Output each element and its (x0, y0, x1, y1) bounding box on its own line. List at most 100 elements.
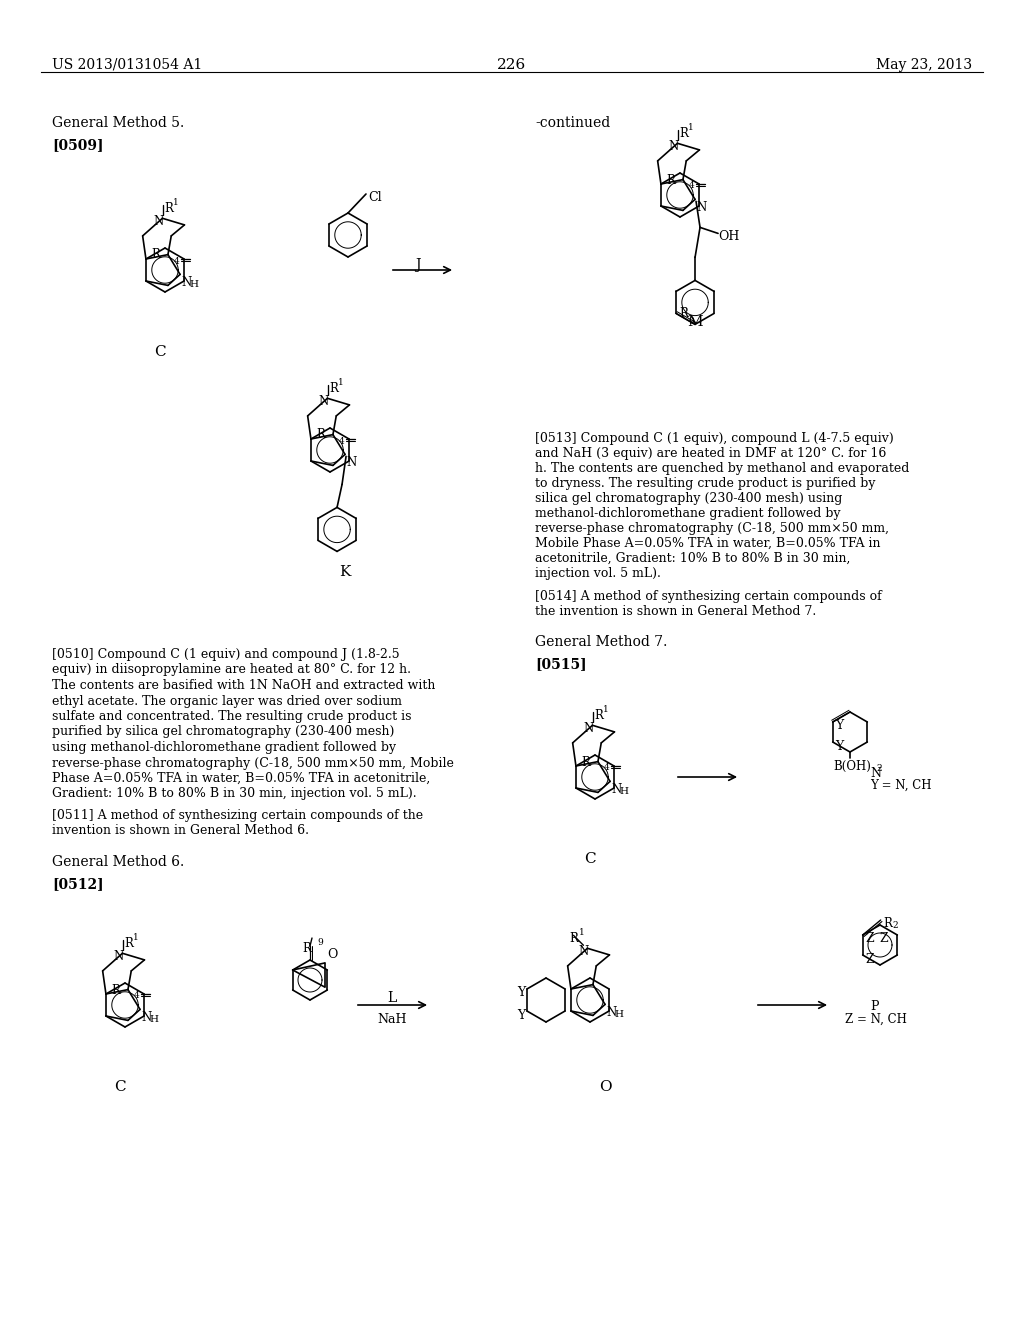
Text: N: N (584, 722, 594, 735)
Text: Y: Y (835, 719, 843, 733)
Text: 4: 4 (689, 181, 695, 190)
Text: reverse-phase chromatography (C-18, 500 mm×50 mm, Mobile: reverse-phase chromatography (C-18, 500 … (52, 756, 454, 770)
Text: J: J (416, 257, 421, 272)
Text: Z = N, CH: Z = N, CH (845, 1012, 907, 1026)
Text: the invention is shown in General Method 7.: the invention is shown in General Method… (535, 605, 816, 618)
Text: 1: 1 (580, 928, 585, 937)
Text: Z: Z (880, 932, 888, 945)
Text: H: H (614, 1010, 623, 1019)
Text: General Method 7.: General Method 7. (535, 635, 668, 649)
Text: US 2013/0131054 A1: US 2013/0131054 A1 (52, 58, 203, 73)
Text: Gradient: 10% B to 80% B in 30 min, injection vol. 5 mL).: Gradient: 10% B to 80% B in 30 min, inje… (52, 788, 417, 800)
Text: 2: 2 (876, 764, 882, 774)
Text: K: K (339, 565, 350, 579)
Text: 2: 2 (893, 921, 898, 931)
Text: 4: 4 (604, 763, 610, 772)
Text: N: N (579, 945, 589, 958)
Text: N: N (141, 1011, 152, 1024)
Text: [0510] Compound C (1 equiv) and compound J (1.8-2.5: [0510] Compound C (1 equiv) and compound… (52, 648, 399, 661)
Text: R: R (582, 755, 590, 768)
Text: R: R (680, 127, 688, 140)
Text: ethyl acetate. The organic layer was dried over sodium: ethyl acetate. The organic layer was dri… (52, 694, 402, 708)
Text: L: L (387, 991, 396, 1005)
Text: 4: 4 (134, 991, 140, 1001)
Text: methanol-dichloromethane gradient followed by: methanol-dichloromethane gradient follow… (535, 507, 841, 520)
Text: 1: 1 (133, 933, 139, 942)
Text: N: N (611, 783, 622, 796)
Text: Y: Y (517, 1008, 525, 1022)
Text: General Method 5.: General Method 5. (52, 116, 184, 129)
Text: 226: 226 (498, 58, 526, 73)
Text: sulfate and concentrated. The resulting crude product is: sulfate and concentrated. The resulting … (52, 710, 412, 723)
Text: invention is shown in General Method 6.: invention is shown in General Method 6. (52, 825, 309, 837)
Text: using methanol-dichloromethane gradient followed by: using methanol-dichloromethane gradient … (52, 741, 396, 754)
Text: R: R (679, 306, 688, 319)
Text: General Method 6.: General Method 6. (52, 855, 184, 869)
Text: Mobile Phase A=0.05% TFA in water, B=0.05% TFA in: Mobile Phase A=0.05% TFA in water, B=0.0… (535, 537, 881, 550)
Text: NaH: NaH (377, 1012, 407, 1026)
Text: C: C (115, 1080, 126, 1094)
Text: R: R (316, 429, 325, 441)
Text: 9: 9 (688, 317, 693, 326)
Text: N: N (318, 395, 329, 408)
Text: H: H (620, 788, 628, 796)
Text: injection vol. 5 mL).: injection vol. 5 mL). (535, 568, 660, 579)
Text: 1: 1 (173, 198, 179, 207)
Text: The contents are basified with 1N NaOH and extracted with: The contents are basified with 1N NaOH a… (52, 678, 435, 692)
Text: R: R (330, 383, 338, 395)
Text: acetonitrile, Gradient: 10% B to 80% B in 30 min,: acetonitrile, Gradient: 10% B to 80% B i… (535, 552, 850, 565)
Text: Phase A=0.05% TFA in water, B=0.05% TFA in acetonitrile,: Phase A=0.05% TFA in water, B=0.05% TFA … (52, 772, 430, 785)
Text: Z: Z (865, 932, 874, 945)
Text: N: N (154, 215, 164, 228)
Text: H: H (150, 1015, 158, 1024)
Text: O: O (328, 948, 338, 961)
Text: 4: 4 (339, 437, 345, 446)
Text: N: N (696, 202, 707, 214)
Text: C: C (155, 345, 166, 359)
Text: purified by silica gel chromatography (230-400 mesh): purified by silica gel chromatography (2… (52, 726, 394, 738)
Text: N: N (870, 767, 881, 780)
Text: OH: OH (718, 231, 739, 243)
Text: R: R (667, 173, 675, 186)
Text: Z: Z (865, 953, 874, 966)
Text: [0515]: [0515] (535, 657, 587, 671)
Text: R: R (884, 917, 893, 931)
Text: 1: 1 (339, 379, 344, 387)
Text: R: R (302, 942, 311, 954)
Text: silica gel chromatography (230-400 mesh) using: silica gel chromatography (230-400 mesh)… (535, 492, 843, 506)
Text: P: P (870, 1001, 879, 1012)
Text: [0511] A method of synthesizing certain compounds of the: [0511] A method of synthesizing certain … (52, 809, 423, 822)
Text: [0509]: [0509] (52, 139, 103, 152)
Text: to dryness. The resulting crude product is purified by: to dryness. The resulting crude product … (535, 477, 876, 490)
Text: Y: Y (835, 741, 843, 752)
Text: N: N (181, 276, 191, 289)
Text: [0512]: [0512] (52, 876, 103, 891)
Text: 1: 1 (688, 123, 694, 132)
Text: N: N (606, 1006, 616, 1019)
Text: C: C (584, 851, 596, 866)
Text: equiv) in diisopropylamine are heated at 80° C. for 12 h.: equiv) in diisopropylamine are heated at… (52, 664, 411, 676)
Text: -continued: -continued (535, 116, 610, 129)
Text: M: M (687, 315, 702, 329)
Text: Y: Y (517, 986, 525, 999)
Text: Y = N, CH: Y = N, CH (870, 779, 932, 792)
Text: 9: 9 (317, 939, 323, 946)
Text: R: R (112, 983, 120, 997)
Text: and NaH (3 equiv) are heated in DMF at 120° C. for 16: and NaH (3 equiv) are heated in DMF at 1… (535, 447, 887, 459)
Text: O: O (599, 1080, 611, 1094)
Text: H: H (189, 280, 198, 289)
Text: [0514] A method of synthesizing certain compounds of: [0514] A method of synthesizing certain … (535, 590, 882, 603)
Text: R: R (595, 709, 603, 722)
Text: N: N (114, 950, 124, 964)
Text: h. The contents are quenched by methanol and evaporated: h. The contents are quenched by methanol… (535, 462, 909, 475)
Text: [0513] Compound C (1 equiv), compound L (4-7.5 equiv): [0513] Compound C (1 equiv), compound L … (535, 432, 894, 445)
Text: 4: 4 (174, 256, 180, 265)
Text: N: N (346, 457, 356, 470)
Text: B(OH): B(OH) (834, 760, 871, 774)
Text: May 23, 2013: May 23, 2013 (876, 58, 972, 73)
Text: R: R (165, 202, 173, 215)
Text: N: N (669, 140, 679, 153)
Text: R: R (569, 932, 579, 945)
Text: R: R (125, 937, 133, 950)
Text: Cl: Cl (368, 191, 382, 205)
